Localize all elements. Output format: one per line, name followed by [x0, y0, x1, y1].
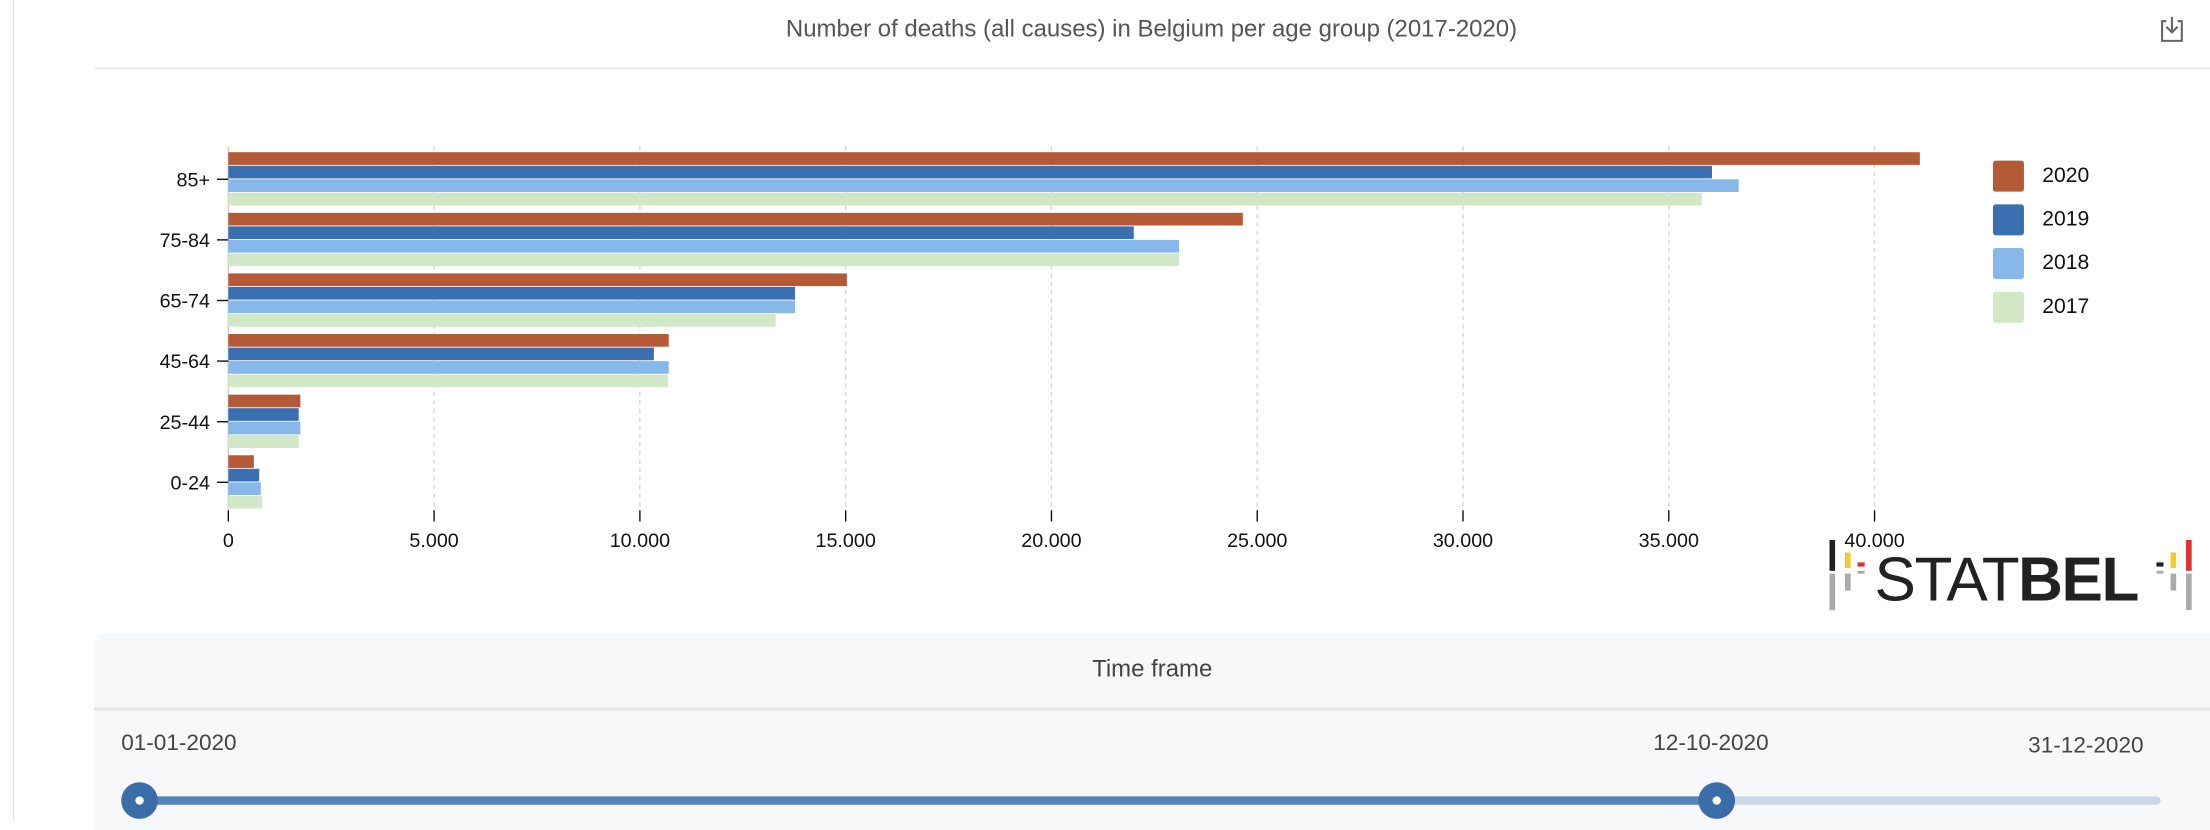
bar-chart: 0 5.000 10.000 15.000 20.000 25.000 30.000 35.0… — [160, 146, 1920, 552]
end-date-label: 31-12-2020 — [2028, 734, 2144, 759]
legend: 2020 2019 2018 2017 — [1992, 154, 2090, 329]
legend-swatch — [1992, 159, 2024, 191]
bar-2020-85+ — [228, 152, 1920, 165]
x-tick-label: 5.000 — [409, 530, 458, 552]
x-tick-label: 30.000 — [1433, 530, 1493, 552]
bar-2017-25-44 — [228, 435, 299, 448]
bar-2018-75-84 — [228, 239, 1180, 253]
y-tick-label: 0-24 — [171, 472, 210, 494]
legend-label: 2020 — [2042, 163, 2090, 188]
bar-2020-0-24 — [228, 455, 254, 468]
legend-label: 2018 — [2042, 250, 2090, 275]
y-tick-label: 65-74 — [160, 291, 210, 313]
x-tick-label: 20.000 — [1021, 530, 1081, 552]
legend-item-2019[interactable]: 2019 — [1992, 197, 2090, 241]
bar-2019-0-24 — [228, 468, 260, 482]
y-tick-label: 45-64 — [160, 351, 210, 373]
bar-2017-75-84 — [228, 253, 1180, 267]
y-tick-label: 75-84 — [160, 230, 210, 252]
bar-2017-85+ — [228, 192, 1702, 206]
legend-swatch — [1992, 247, 2024, 279]
y-tick-label: 25-44 — [160, 412, 210, 434]
legend-item-2017[interactable]: 2017 — [1992, 285, 2090, 329]
bar-2018-65-74 — [228, 300, 796, 314]
bar-2019-75-84 — [228, 226, 1134, 240]
bar-2018-25-44 — [228, 421, 301, 435]
x-tick-label: 0 — [223, 530, 234, 552]
slider-end-handle[interactable] — [1697, 782, 1735, 819]
bar-2018-45-64 — [228, 361, 669, 374]
bar-2019-65-74 — [228, 286, 796, 300]
bar-2020-75-84 — [228, 212, 1243, 226]
header-divider — [94, 67, 2210, 70]
legend-label: 2017 — [2042, 294, 2090, 319]
y-tick-label: 85+ — [177, 169, 210, 191]
bar-2018-0-24 — [228, 482, 261, 495]
legend-swatch — [1992, 291, 2024, 323]
selected-date-label: 12-10-2020 — [1653, 731, 1769, 756]
download-icon[interactable] — [2156, 14, 2187, 45]
x-tick-label: 15.000 — [816, 530, 876, 552]
bar-2020-65-74 — [228, 273, 847, 287]
bar-2019-25-44 — [228, 408, 299, 421]
bar-2020-25-44 — [228, 394, 301, 408]
legend-swatch — [1992, 203, 2024, 235]
x-tick-label: 40.000 — [1844, 530, 1904, 552]
time-frame-title: Time frame — [1092, 655, 1213, 683]
bar-2019-45-64 — [228, 347, 654, 361]
legend-label: 2019 — [2042, 207, 2090, 232]
slider-start-handle[interactable] — [121, 782, 158, 819]
bar-2017-65-74 — [228, 314, 776, 327]
time-frame-panel: Time frame 01-01-2020 12-10-2020 31-12-2… — [94, 632, 2210, 830]
legend-item-2018[interactable]: 2018 — [1992, 241, 2090, 285]
left-border — [12, 0, 15, 822]
bar-2017-0-24 — [228, 495, 263, 509]
x-tick-label: 35.000 — [1639, 530, 1699, 552]
svg-text:STATBEL: STATBEL — [1875, 545, 2138, 610]
panel-divider — [94, 707, 2210, 711]
legend-item-2020[interactable]: 2020 — [1992, 154, 2090, 198]
bar-2017-45-64 — [228, 374, 668, 388]
x-tick-label: 10.000 — [610, 530, 670, 552]
chart-title: Number of deaths (all causes) in Belgium… — [785, 15, 1518, 43]
start-date-label: 01-01-2020 — [121, 731, 237, 756]
slider-fill — [139, 796, 1717, 805]
x-tick-label: 25.000 — [1227, 530, 1287, 552]
bar-2020-45-64 — [228, 334, 669, 347]
bar-2019-85+ — [228, 165, 1712, 179]
bar-2018-85+ — [228, 179, 1739, 192]
statbel-logo: STATBEL — [1829, 539, 2193, 618]
